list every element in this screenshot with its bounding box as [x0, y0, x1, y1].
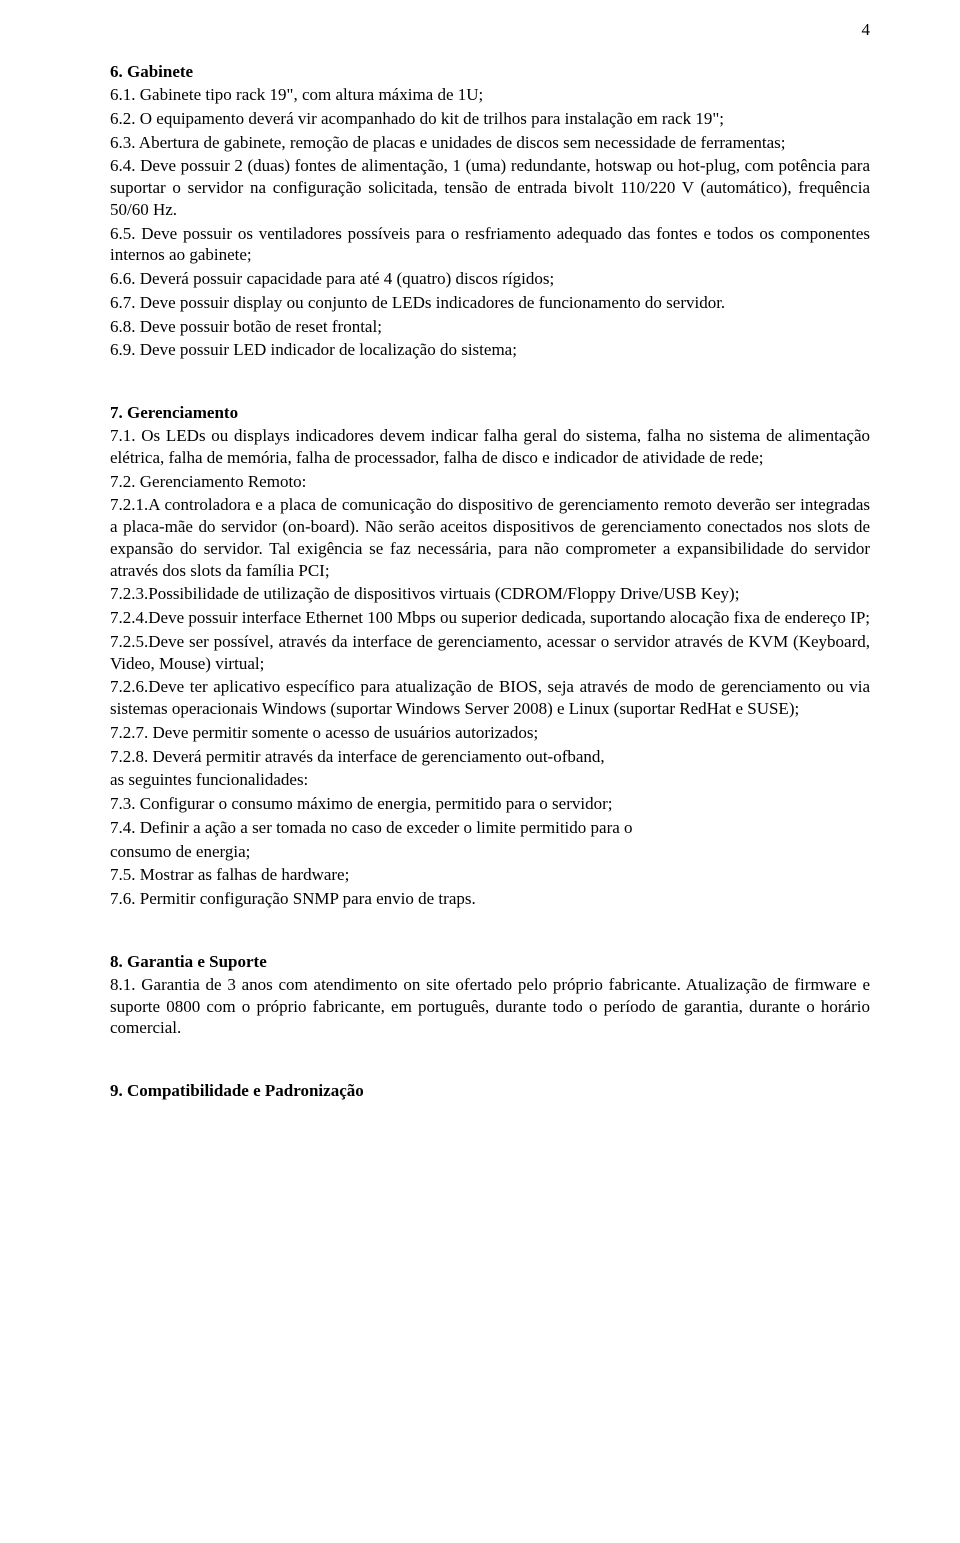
- item-6-5: 6.5. Deve possuir os ventiladores possív…: [110, 223, 870, 267]
- item-6-3: 6.3. Abertura de gabinete, remoção de pl…: [110, 132, 870, 154]
- item-6-6: 6.6. Deverá possuir capacidade para até …: [110, 268, 870, 290]
- item-7-6: 7.6. Permitir configuração SNMP para env…: [110, 888, 870, 910]
- item-7-2-8: 7.2.8. Deverá permitir através da interf…: [110, 746, 870, 768]
- item-6-2: 6.2. O equipamento deverá vir acompanhad…: [110, 108, 870, 130]
- item-7-2-1: 7.2.1.A controladora e a placa de comuni…: [110, 494, 870, 581]
- item-7-2-6: 7.2.6.Deve ter aplicativo específico par…: [110, 676, 870, 720]
- item-7-4: 7.4. Definir a ação a ser tomada no caso…: [110, 817, 870, 839]
- item-6-9: 6.9. Deve possuir LED indicador de local…: [110, 339, 870, 361]
- item-7-2-5: 7.2.5.Deve ser possível, através da inte…: [110, 631, 870, 675]
- document-page: 4 6. Gabinete 6.1. Gabinete tipo rack 19…: [0, 0, 960, 1543]
- section-heading-gabinete: 6. Gabinete: [110, 62, 870, 82]
- item-7-2-8b: as seguintes funcionalidades:: [110, 769, 870, 791]
- section-heading-gerenciamento: 7. Gerenciamento: [110, 403, 870, 423]
- item-6-7: 6.7. Deve possuir display ou conjunto de…: [110, 292, 870, 314]
- item-6-4: 6.4. Deve possuir 2 (duas) fontes de ali…: [110, 155, 870, 220]
- item-7-2-7: 7.2.7. Deve permitir somente o acesso de…: [110, 722, 870, 744]
- item-6-1: 6.1. Gabinete tipo rack 19", com altura …: [110, 84, 870, 106]
- item-7-2-4: 7.2.4.Deve possuir interface Ethernet 10…: [110, 607, 870, 629]
- item-7-1: 7.1. Os LEDs ou displays indicadores dev…: [110, 425, 870, 469]
- item-7-4b: consumo de energia;: [110, 841, 870, 863]
- page-number: 4: [862, 20, 871, 40]
- section-heading-compatibilidade: 9. Compatibilidade e Padronização: [110, 1081, 870, 1101]
- section-heading-garantia: 8. Garantia e Suporte: [110, 952, 870, 972]
- item-6-8: 6.8. Deve possuir botão de reset frontal…: [110, 316, 870, 338]
- item-7-3: 7.3. Configurar o consumo máximo de ener…: [110, 793, 870, 815]
- item-7-2: 7.2. Gerenciamento Remoto:: [110, 471, 870, 493]
- item-7-2-3: 7.2.3.Possibilidade de utilização de dis…: [110, 583, 870, 605]
- item-7-5: 7.5. Mostrar as falhas de hardware;: [110, 864, 870, 886]
- item-8-1: 8.1. Garantia de 3 anos com atendimento …: [110, 974, 870, 1039]
